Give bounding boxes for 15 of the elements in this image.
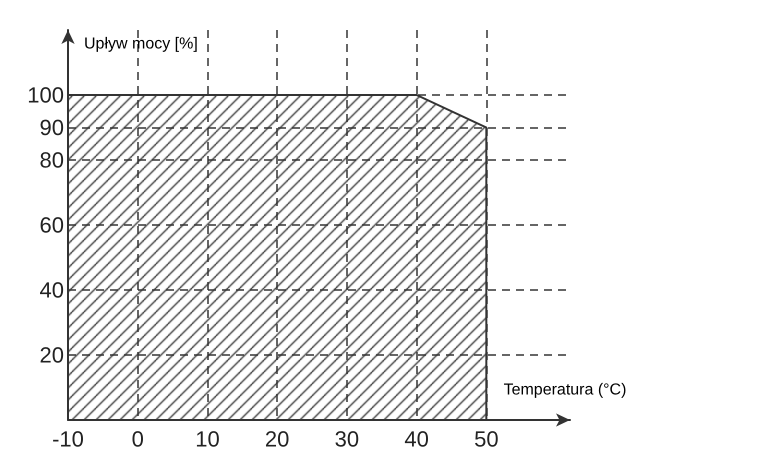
x-tick-label: 50 — [474, 426, 499, 452]
x-tick-label: 10 — [195, 426, 220, 452]
x-axis-title: Temperatura (°C) — [504, 382, 626, 398]
x-tick-label: -10 — [52, 426, 84, 452]
x-tick-label: 0 — [132, 426, 144, 452]
y-tick-label: 20 — [40, 342, 64, 368]
y-tick-label: 80 — [40, 148, 64, 172]
x-tick-label: 30 — [334, 426, 360, 452]
x-tick-label: 20 — [264, 426, 290, 452]
y-tick-label: 100 — [27, 82, 64, 108]
y-tick-label: 40 — [40, 278, 64, 302]
y-tick-label: 90 — [40, 115, 64, 140]
y-axis-title: Upływ mocy [%] — [84, 36, 198, 52]
x-tick-label: 40 — [404, 426, 429, 452]
y-tick-label: 60 — [40, 212, 64, 238]
